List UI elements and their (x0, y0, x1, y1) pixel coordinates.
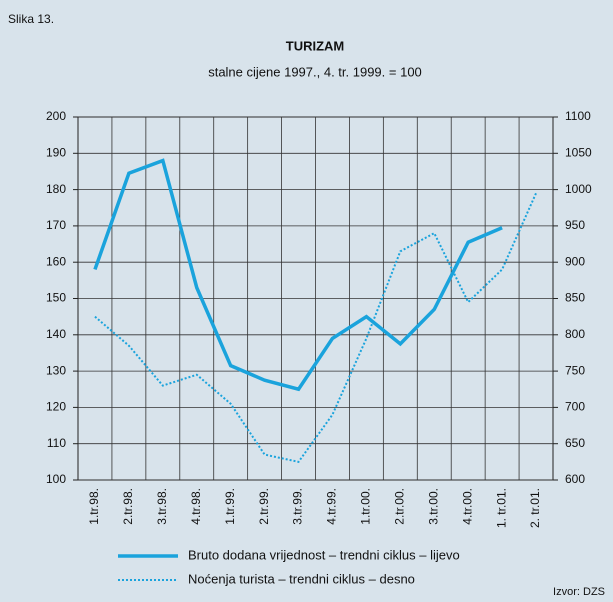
y-tick-label: 160 (46, 254, 66, 268)
x-tick-label: 1. tr.01. (494, 488, 508, 528)
chart-subtitle: stalne cijene 1997., 4. tr. 1999. = 100 (208, 64, 422, 79)
y-tick-label: 170 (46, 218, 66, 232)
legend-label: Bruto dodana vrijednost – trendni ciklus… (188, 547, 460, 562)
y-tick-label: 180 (46, 182, 66, 196)
y-tick-label: 130 (46, 363, 66, 377)
x-tick-label: 2. tr.01. (528, 488, 542, 528)
chart-title: TURIZAM (286, 38, 345, 53)
y-tick-label: 140 (46, 327, 66, 341)
y2-tick-label: 1050 (565, 145, 592, 159)
y2-tick-label: 1100 (565, 109, 591, 123)
y2-tick-label: 850 (565, 291, 585, 305)
x-tick-label: 3.tr.98. (155, 488, 169, 525)
y2-tick-label: 1000 (565, 182, 592, 196)
y2-tick-label: 700 (565, 400, 585, 414)
y-tick-label: 120 (46, 400, 66, 414)
source: Izvor: DZS (553, 586, 605, 598)
legend-label: Noćenja turista – trendni ciklus – desno (188, 571, 415, 586)
x-tick-label: 4.tr.00. (460, 488, 474, 525)
x-tick-label: 1.tr.99. (223, 488, 237, 525)
x-tick-label: 3.tr.99. (291, 488, 305, 525)
x-tick-label: 3.tr.00. (426, 488, 440, 525)
y2-tick-label: 750 (565, 363, 585, 377)
y-tick-label: 190 (46, 145, 66, 159)
x-tick-label: 4.tr.99. (325, 488, 339, 525)
series-line (93, 158, 503, 392)
y-tick-label: 110 (47, 436, 66, 450)
x-tick-label: 2.tr.98. (121, 488, 135, 525)
y-tick-label: 200 (46, 109, 66, 123)
y2-tick-label: 800 (565, 327, 585, 341)
y-tick-label: 100 (46, 472, 66, 486)
x-tick-label: 4.tr.98. (189, 488, 203, 525)
x-tick-label: 1.tr.98. (87, 488, 101, 525)
x-tick-label: 2.tr.00. (392, 488, 406, 525)
x-tick-label: 1.tr.00. (359, 488, 373, 525)
x-tick-label: 2.tr.99. (257, 488, 271, 525)
figure-label: Slika 13. (8, 12, 54, 26)
y2-tick-label: 900 (565, 254, 585, 268)
y2-tick-label: 950 (565, 218, 585, 232)
y2-tick-label: 600 (565, 472, 585, 486)
y-tick-label: 150 (46, 291, 66, 305)
y2-tick-label: 650 (565, 436, 585, 450)
